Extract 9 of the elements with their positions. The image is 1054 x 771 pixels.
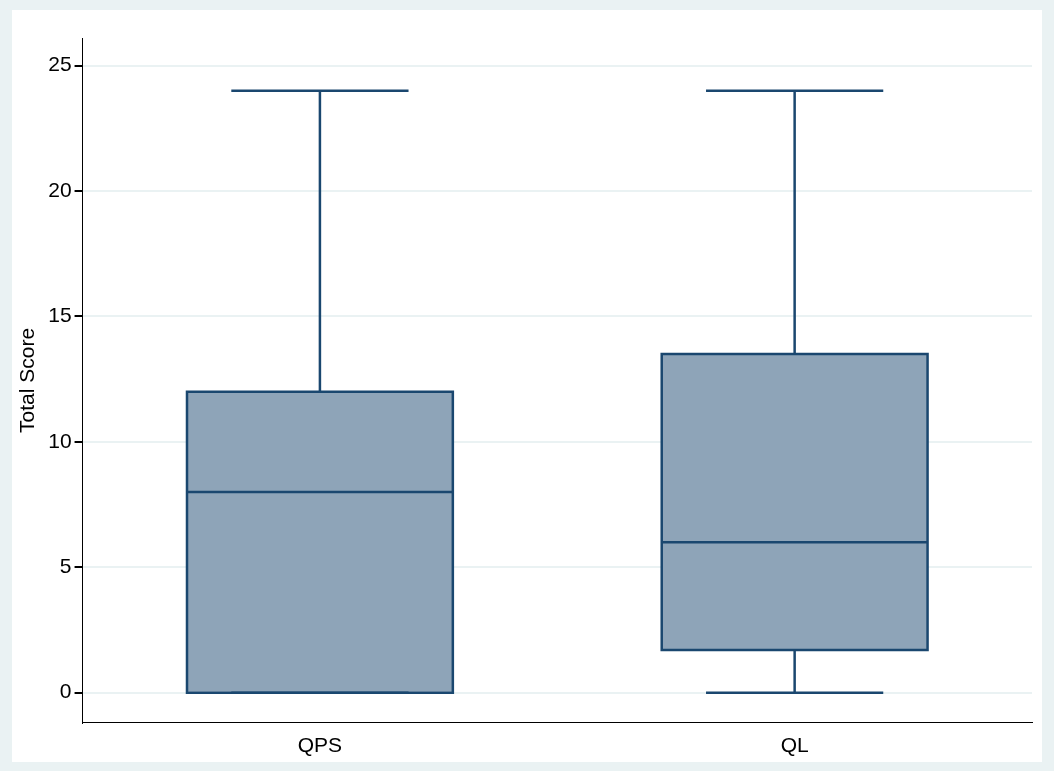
y-tick-label: 0 [59,679,72,703]
y-tick-label: 25 [48,52,72,76]
y-tick-label: 15 [48,303,72,327]
y-tick-label: 20 [48,177,72,201]
y-tick-label: 10 [48,428,72,452]
x-tick-label: QPS [297,733,343,757]
x-tick-label: QL [780,733,809,757]
y-tick-label: 5 [59,554,72,578]
y-axis-title: Total Score [15,327,39,433]
